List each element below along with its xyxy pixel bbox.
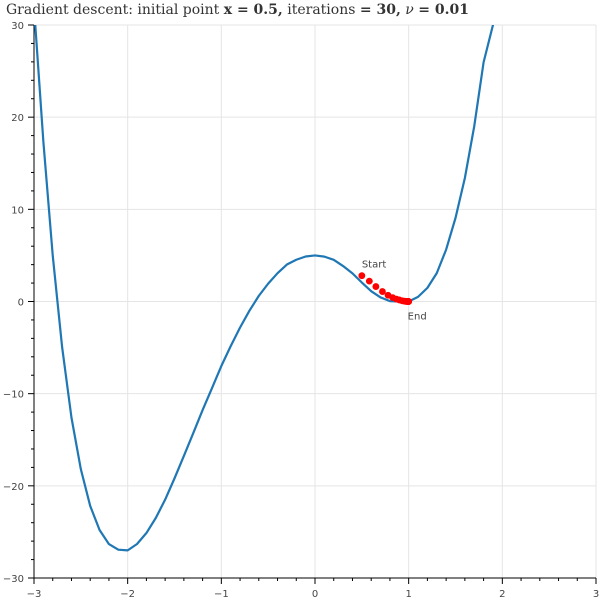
annotation-end: End [408, 312, 427, 323]
title-iter-part: = 30, [359, 2, 401, 18]
y-tick-label: 20 [11, 113, 24, 124]
y-tick-label: 0 [18, 298, 24, 309]
title-prefix: Gradient descent: initial point [6, 2, 220, 18]
function-curve-line [34, 25, 495, 552]
descent-point [405, 298, 413, 305]
descent-point [372, 283, 380, 290]
title-iter-label: iterations [287, 2, 356, 18]
x-tick-label: −2 [120, 589, 135, 600]
x-tick-label: 3 [593, 589, 599, 600]
title-nu-symbol: ν [405, 2, 414, 18]
x-tick-label: 0 [312, 589, 318, 600]
descent-point [358, 272, 366, 280]
x-tick-label: −1 [214, 589, 229, 600]
chart-title: Gradient descent: initial point x = 0.5,… [6, 2, 469, 22]
y-tick-label: −20 [3, 482, 24, 493]
descent-point [365, 277, 373, 285]
y-tick-label: 10 [11, 205, 24, 216]
y-tick-label: −10 [3, 390, 24, 401]
points-layer [358, 272, 413, 305]
grid-layer [33, 24, 597, 579]
title-nu-part: = 0.01 [418, 2, 469, 18]
curve-layer [34, 25, 495, 552]
y-tick-label: 30 [11, 21, 24, 32]
annotation-start: Start [362, 260, 387, 271]
x-tick-label: −3 [27, 589, 42, 600]
x-tick-label: 1 [405, 589, 411, 600]
descent-point [379, 288, 386, 295]
title-x-part: x = 0.5, [223, 2, 283, 18]
annotation-layer: Start End [362, 260, 427, 323]
y-tick-label: −30 [3, 574, 24, 585]
x-tick-label: 2 [499, 589, 505, 600]
